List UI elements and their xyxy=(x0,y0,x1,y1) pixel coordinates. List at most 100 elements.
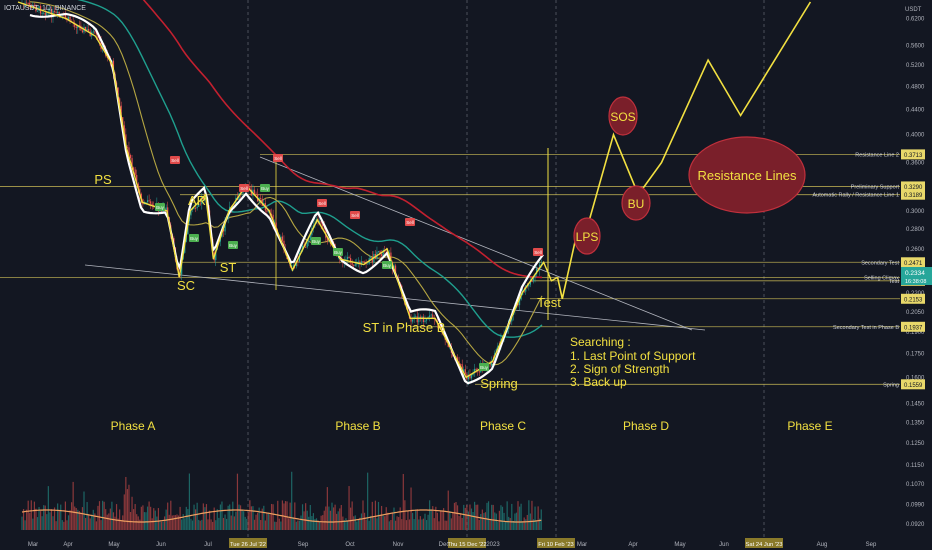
volume-bar xyxy=(247,512,249,530)
level-label: Test xyxy=(889,279,900,285)
volume-bar xyxy=(241,510,243,530)
candle-body xyxy=(67,16,70,21)
volume-bar xyxy=(328,506,330,530)
volume-bar xyxy=(518,506,521,530)
candle-body xyxy=(320,221,322,224)
buy-signal-tag xyxy=(479,363,489,371)
volume-bar xyxy=(156,516,158,530)
volume-bar xyxy=(402,473,404,530)
volume-bar xyxy=(125,476,127,530)
volume-bar xyxy=(117,518,119,530)
time-axis-ticks[interactable]: Mar Apr May Jun Jul Sep Oct Nov Dec 2023 Mar Apr May… xyxy=(28,542,877,548)
candle-body xyxy=(57,11,59,13)
volume-bar xyxy=(80,513,82,530)
volume-bar xyxy=(143,512,146,530)
candle-body xyxy=(146,200,149,203)
volume-bar xyxy=(325,506,327,530)
symbol-title: IOTAUSDT, 1D, BINANCE xyxy=(4,5,86,12)
level-label: Automatic Rally / Resistance Line 1 xyxy=(812,193,899,199)
candle-body xyxy=(430,314,432,316)
volume-bar xyxy=(481,509,483,530)
sell-signal-label: Sell xyxy=(171,158,179,163)
volume-bar xyxy=(500,505,502,530)
volume-bar xyxy=(105,509,107,530)
candle-body xyxy=(69,16,71,22)
candle-body xyxy=(128,147,130,156)
time-tick: Dec xyxy=(439,542,450,548)
time-highlight-bg xyxy=(745,538,783,548)
volume-bar xyxy=(157,508,159,530)
candle-body xyxy=(202,196,204,200)
candle-body xyxy=(77,25,79,28)
candle-body xyxy=(81,30,84,33)
buy-signal-label: Buy xyxy=(480,365,489,370)
level-tag-value: 0.3290 xyxy=(904,185,923,191)
candle-body xyxy=(377,251,380,252)
volume-bar xyxy=(235,511,237,530)
candle-body xyxy=(305,246,307,248)
candle-body xyxy=(425,319,428,321)
volume-bar xyxy=(204,507,206,530)
volume-bar xyxy=(210,519,212,530)
candle-body xyxy=(520,294,522,300)
candle-body xyxy=(204,197,206,200)
volume-bar xyxy=(111,501,113,530)
volume-bar xyxy=(146,506,149,530)
candle-body xyxy=(44,12,46,16)
level-tag xyxy=(901,149,925,160)
candle-body xyxy=(356,263,358,265)
volume-bar xyxy=(55,521,57,530)
candle-body xyxy=(464,369,466,375)
volume-bar xyxy=(69,510,71,530)
volume-bar xyxy=(404,500,406,530)
volume-bar xyxy=(441,510,443,530)
volume-bar xyxy=(506,501,508,530)
candle-body xyxy=(266,210,268,212)
volume-bar xyxy=(92,509,94,530)
volume-bar xyxy=(531,500,533,530)
volume-bar xyxy=(88,514,90,530)
volume-bar xyxy=(140,506,142,530)
volume-bar xyxy=(539,518,541,530)
level-tag xyxy=(901,181,925,192)
volume-bar xyxy=(339,508,341,530)
volume-bar xyxy=(298,520,301,530)
volume-bar xyxy=(249,500,251,530)
time-tick: Apr xyxy=(628,542,637,548)
candle-body xyxy=(432,314,434,319)
level-label: Selling Climax xyxy=(864,275,899,281)
buy-signal-label: Buy xyxy=(190,236,199,241)
candle-body xyxy=(418,316,420,323)
volume-bar xyxy=(332,507,335,530)
volume-bar xyxy=(429,500,431,530)
candle-body xyxy=(360,261,363,265)
price-tick: 0.0990 xyxy=(906,503,925,509)
candle-body xyxy=(98,38,101,41)
candle-body xyxy=(390,252,392,263)
volume-bar xyxy=(367,472,369,530)
candle-body xyxy=(84,26,87,31)
candle-body xyxy=(145,202,147,203)
candle-body xyxy=(416,316,418,323)
buy-signal-tag xyxy=(189,234,199,242)
volume-bar xyxy=(432,506,434,530)
volume-bar xyxy=(329,510,332,530)
volume-bar xyxy=(134,504,136,530)
candle-body xyxy=(86,29,88,31)
volume-bar xyxy=(115,504,118,530)
volume-bar xyxy=(284,501,287,530)
volume-bar xyxy=(264,520,266,530)
candle-body xyxy=(319,221,321,223)
time-tick: Jun xyxy=(156,542,166,548)
candle-body xyxy=(309,235,311,241)
buy-signal-tag xyxy=(311,237,321,245)
volume-bar xyxy=(191,520,194,530)
candle-body xyxy=(415,316,417,318)
candle-body xyxy=(532,277,535,282)
volume-bar xyxy=(408,519,411,530)
volume-bar xyxy=(30,500,32,530)
volume-bar xyxy=(252,506,254,530)
volume-bar xyxy=(250,506,252,530)
candle-body xyxy=(142,199,144,205)
